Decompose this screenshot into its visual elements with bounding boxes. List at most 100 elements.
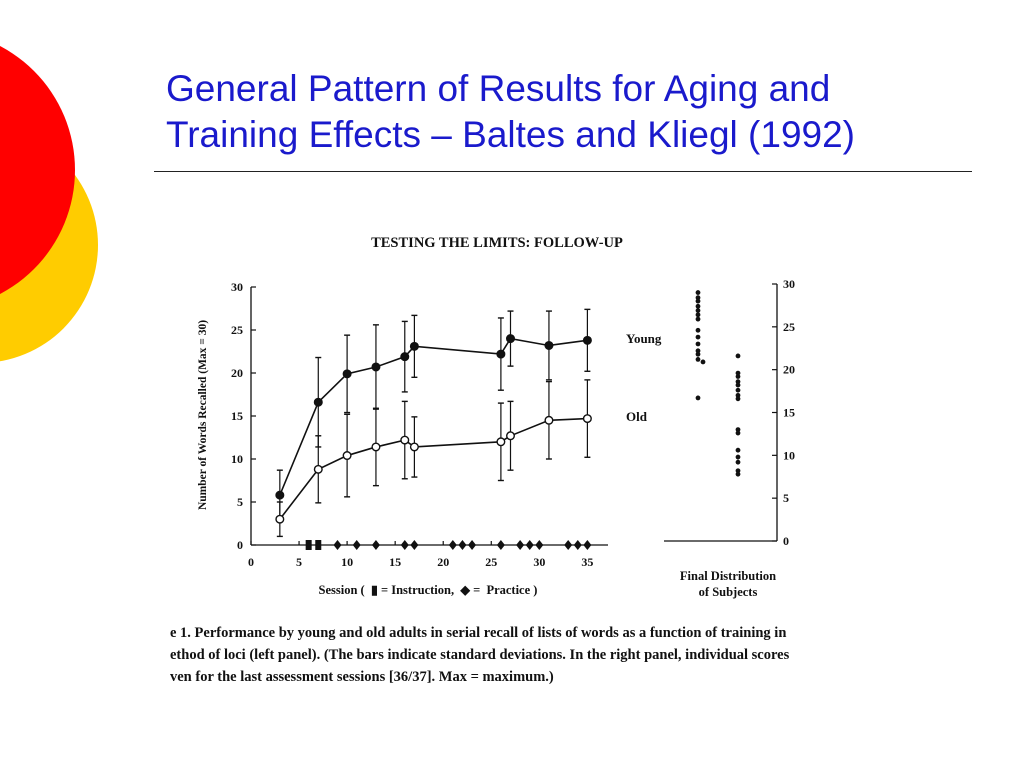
young-series-line — [279, 337, 588, 496]
practice-marker — [573, 540, 582, 550]
y-tick-label: 0 — [237, 538, 243, 552]
old-point — [400, 435, 410, 445]
young-point — [275, 490, 285, 500]
right-y-tick-label: 5 — [783, 491, 789, 505]
chart-marks — [275, 308, 592, 550]
slide-title: General Pattern of Results for Aging and… — [166, 66, 986, 158]
old-score-dot — [735, 468, 741, 474]
practice-marker — [371, 540, 380, 550]
young-score-dot — [695, 334, 701, 340]
caption-line-3: ven for the last assessment sessions [36… — [170, 669, 554, 685]
young-point — [544, 340, 554, 350]
slide-title-line-2: Training Effects – Baltes and Kliegl (19… — [166, 114, 855, 155]
practice-marker — [583, 540, 592, 550]
practice-marker — [535, 540, 544, 550]
old-score-dot — [735, 459, 741, 465]
old-point — [313, 464, 323, 474]
old-point — [506, 431, 516, 441]
old-score-dot — [735, 382, 741, 388]
old-score-dot — [735, 374, 741, 379]
young-point — [400, 352, 410, 362]
caption-line-2: ethod of loci (left panel). (The bars in… — [170, 647, 790, 663]
practice-marker — [410, 540, 419, 550]
old-score-dot — [735, 427, 741, 433]
instruction-marker — [305, 540, 312, 550]
old-point — [496, 437, 506, 447]
x-tick-label: 30 — [533, 555, 545, 569]
young-point — [409, 341, 419, 351]
old-point — [342, 451, 352, 461]
young-score-dot — [695, 356, 701, 362]
x-axis-label: Session ( ▮ = Instruction, ◆ = Practice … — [319, 583, 538, 597]
chart-title: TESTING THE LIMITS: FOLLOW-UP — [371, 235, 623, 251]
practice-marker — [516, 540, 525, 550]
young-point — [496, 349, 506, 359]
old-score-dot — [735, 392, 741, 398]
x-tick-label: 5 — [296, 555, 302, 569]
title-divider — [154, 171, 972, 172]
old-series-line — [279, 417, 588, 520]
young-score-dot — [695, 395, 701, 401]
right-panel-title-line-1: Final Distribution — [680, 569, 776, 583]
old-score-dot — [735, 447, 741, 453]
practice-marker — [496, 540, 505, 550]
young-point — [371, 362, 381, 372]
legend-old: Old — [626, 409, 648, 424]
y-tick-label: 25 — [231, 323, 243, 337]
instruction-marker — [315, 540, 322, 550]
old-score-dot — [735, 353, 741, 359]
old-point — [409, 442, 419, 452]
right-y-tick-label: 15 — [783, 406, 795, 420]
practice-marker — [525, 540, 534, 550]
y-tick-label: 20 — [231, 366, 243, 380]
legend-young: Young — [626, 331, 662, 346]
young-score-dot — [695, 348, 701, 354]
young-score-dot — [695, 303, 701, 309]
young-score-dot — [695, 327, 701, 333]
practice-marker — [458, 540, 467, 550]
old-score-dot — [735, 370, 741, 376]
old-score-dot — [735, 454, 741, 460]
young-point — [313, 397, 323, 407]
old-score-dot — [735, 387, 741, 393]
practice-marker — [448, 540, 457, 550]
young-score-dot — [695, 351, 701, 357]
slide-title-line-1: General Pattern of Results for Aging and — [166, 68, 831, 109]
practice-marker — [352, 540, 361, 550]
y-tick-label: 30 — [231, 280, 243, 294]
figure-caption: e 1. Performance by young and old adults… — [170, 622, 870, 688]
x-tick-label: 20 — [437, 555, 449, 569]
young-point — [342, 369, 352, 379]
y-tick-label: 5 — [237, 495, 243, 509]
x-tick-label: 25 — [485, 555, 497, 569]
y-axis-label: Number of Words Recalled (Max = 30) — [197, 320, 209, 510]
right-y-tick-label: 25 — [783, 320, 795, 334]
red-circle — [0, 46, 75, 294]
right-y-tick-label: 20 — [783, 363, 795, 377]
young-score-dot — [700, 359, 706, 365]
x-tick-label: 15 — [389, 555, 401, 569]
main-axes: 0 5 10 15 20 25 30 0 5 10 15 20 25 30 35 — [231, 280, 608, 569]
old-point — [582, 414, 592, 424]
young-score-dot — [695, 295, 701, 301]
old-score-dot — [735, 471, 741, 477]
x-tick-label: 0 — [248, 555, 254, 569]
young-score-dot — [695, 308, 701, 313]
young-score-dot — [695, 290, 701, 295]
young-point — [582, 335, 592, 345]
right-y-tick-label: 0 — [783, 534, 789, 548]
old-score-dot — [735, 379, 741, 385]
practice-marker — [468, 540, 477, 550]
young-score-dot — [695, 316, 701, 322]
x-tick-label: 35 — [581, 555, 593, 569]
young-point — [506, 334, 516, 344]
practice-marker — [564, 540, 573, 550]
right-panel: 0 5 10 15 20 25 30 — [664, 277, 795, 548]
practice-marker — [333, 540, 342, 550]
old-score-dot — [735, 430, 741, 436]
x-tick-label: 10 — [341, 555, 353, 569]
decorative-circles — [0, 46, 98, 362]
caption-line-1: e 1. Performance by young and old adults… — [170, 625, 787, 641]
right-panel-title-line-2: of Subjects — [699, 585, 758, 599]
